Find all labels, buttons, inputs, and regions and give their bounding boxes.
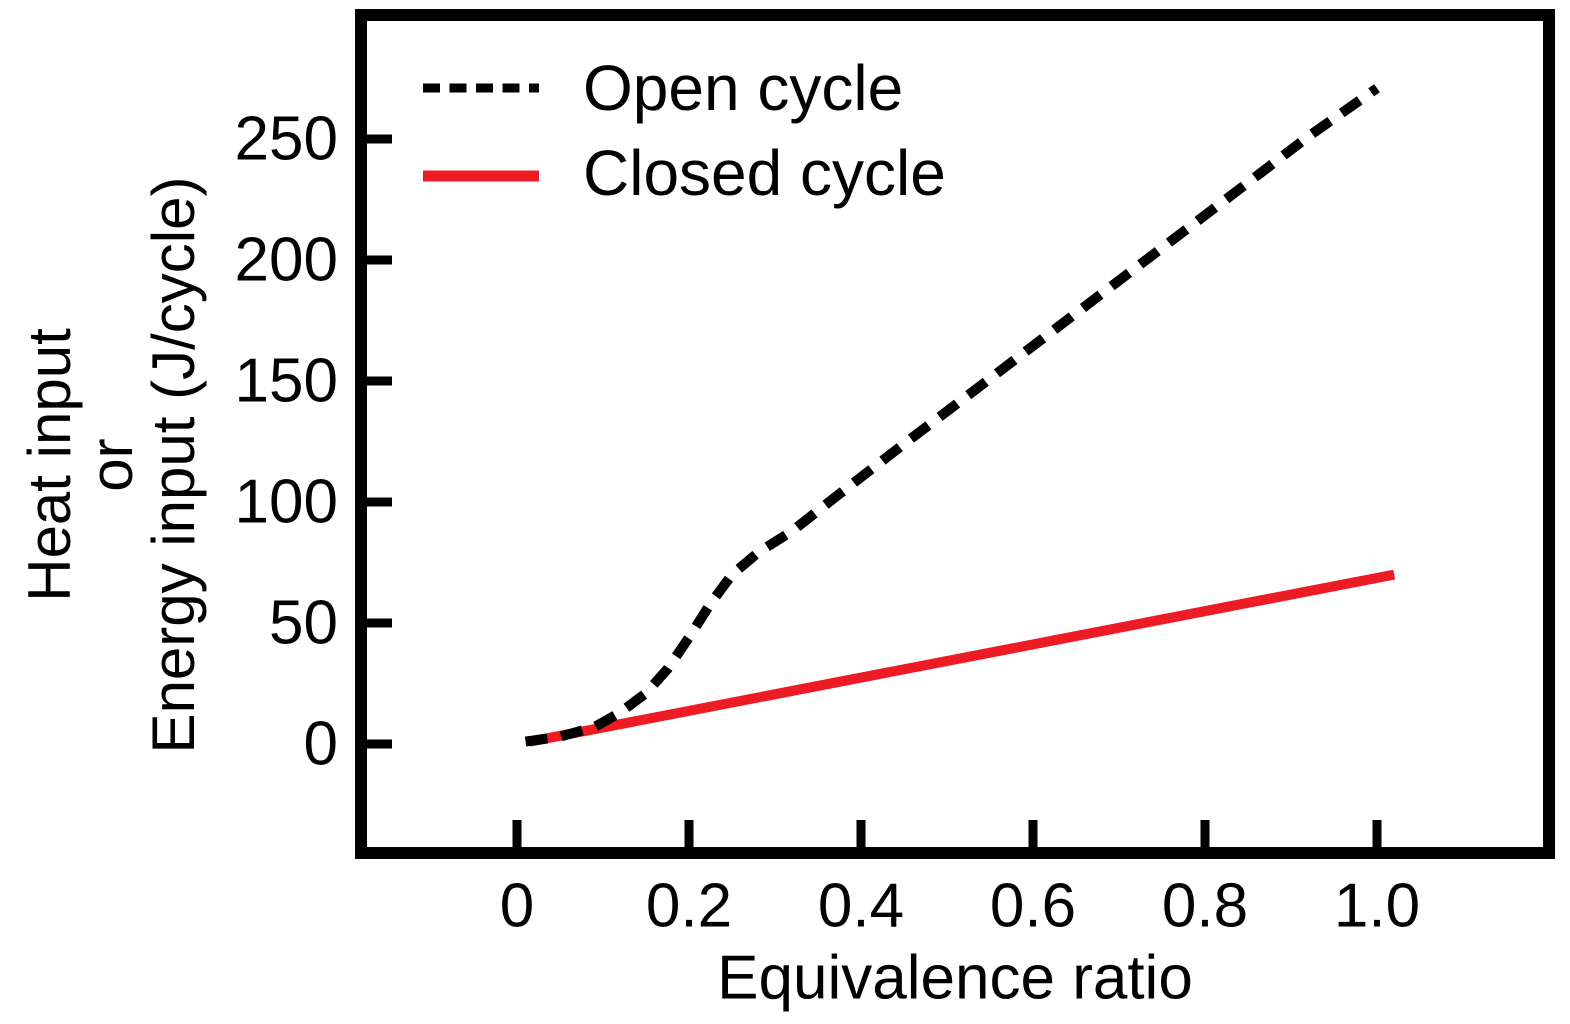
x-tick-label: 1.0 (1334, 872, 1420, 941)
chart-legend: Open cycle Closed cycle (423, 52, 946, 209)
y-tick-label: 100 (235, 468, 338, 537)
x-tick-label: 0.4 (818, 872, 904, 941)
legend-closed-cycle-label: Closed cycle (583, 137, 946, 209)
y-tick-label: 50 (269, 589, 338, 658)
y-axis-title: Heat input or Energy input (J/cycle) (16, 15, 207, 915)
x-tick-label: 0.6 (990, 872, 1076, 941)
y-tick-label: 200 (235, 226, 338, 295)
axis-tick-labels: 0 0.2 0.4 0.6 0.8 1.0 0 50 100 150 200 250 (235, 105, 1421, 941)
y-tick-label: 150 (235, 347, 338, 416)
x-axis-title: Equivalence ratio (717, 944, 1193, 1013)
x-tick-label: 0.2 (646, 872, 732, 941)
x-tick-label: 0 (500, 872, 534, 941)
x-tick-label: 0.8 (1162, 872, 1248, 941)
y-axis-title-line-1: Heat input (16, 328, 83, 602)
data-series (524, 84, 1396, 747)
y-axis-title-line-2: or (78, 438, 145, 492)
axis-ticks (364, 134, 1382, 849)
y-tick-label: 250 (235, 105, 338, 174)
y-tick-label: 0 (304, 710, 338, 779)
y-axis-title-line-3: Energy input (J/cycle) (140, 176, 207, 754)
legend-open-cycle-label: Open cycle (583, 52, 903, 124)
plot-border (355, 9, 1555, 859)
series-closed-cycle (528, 569, 1396, 747)
